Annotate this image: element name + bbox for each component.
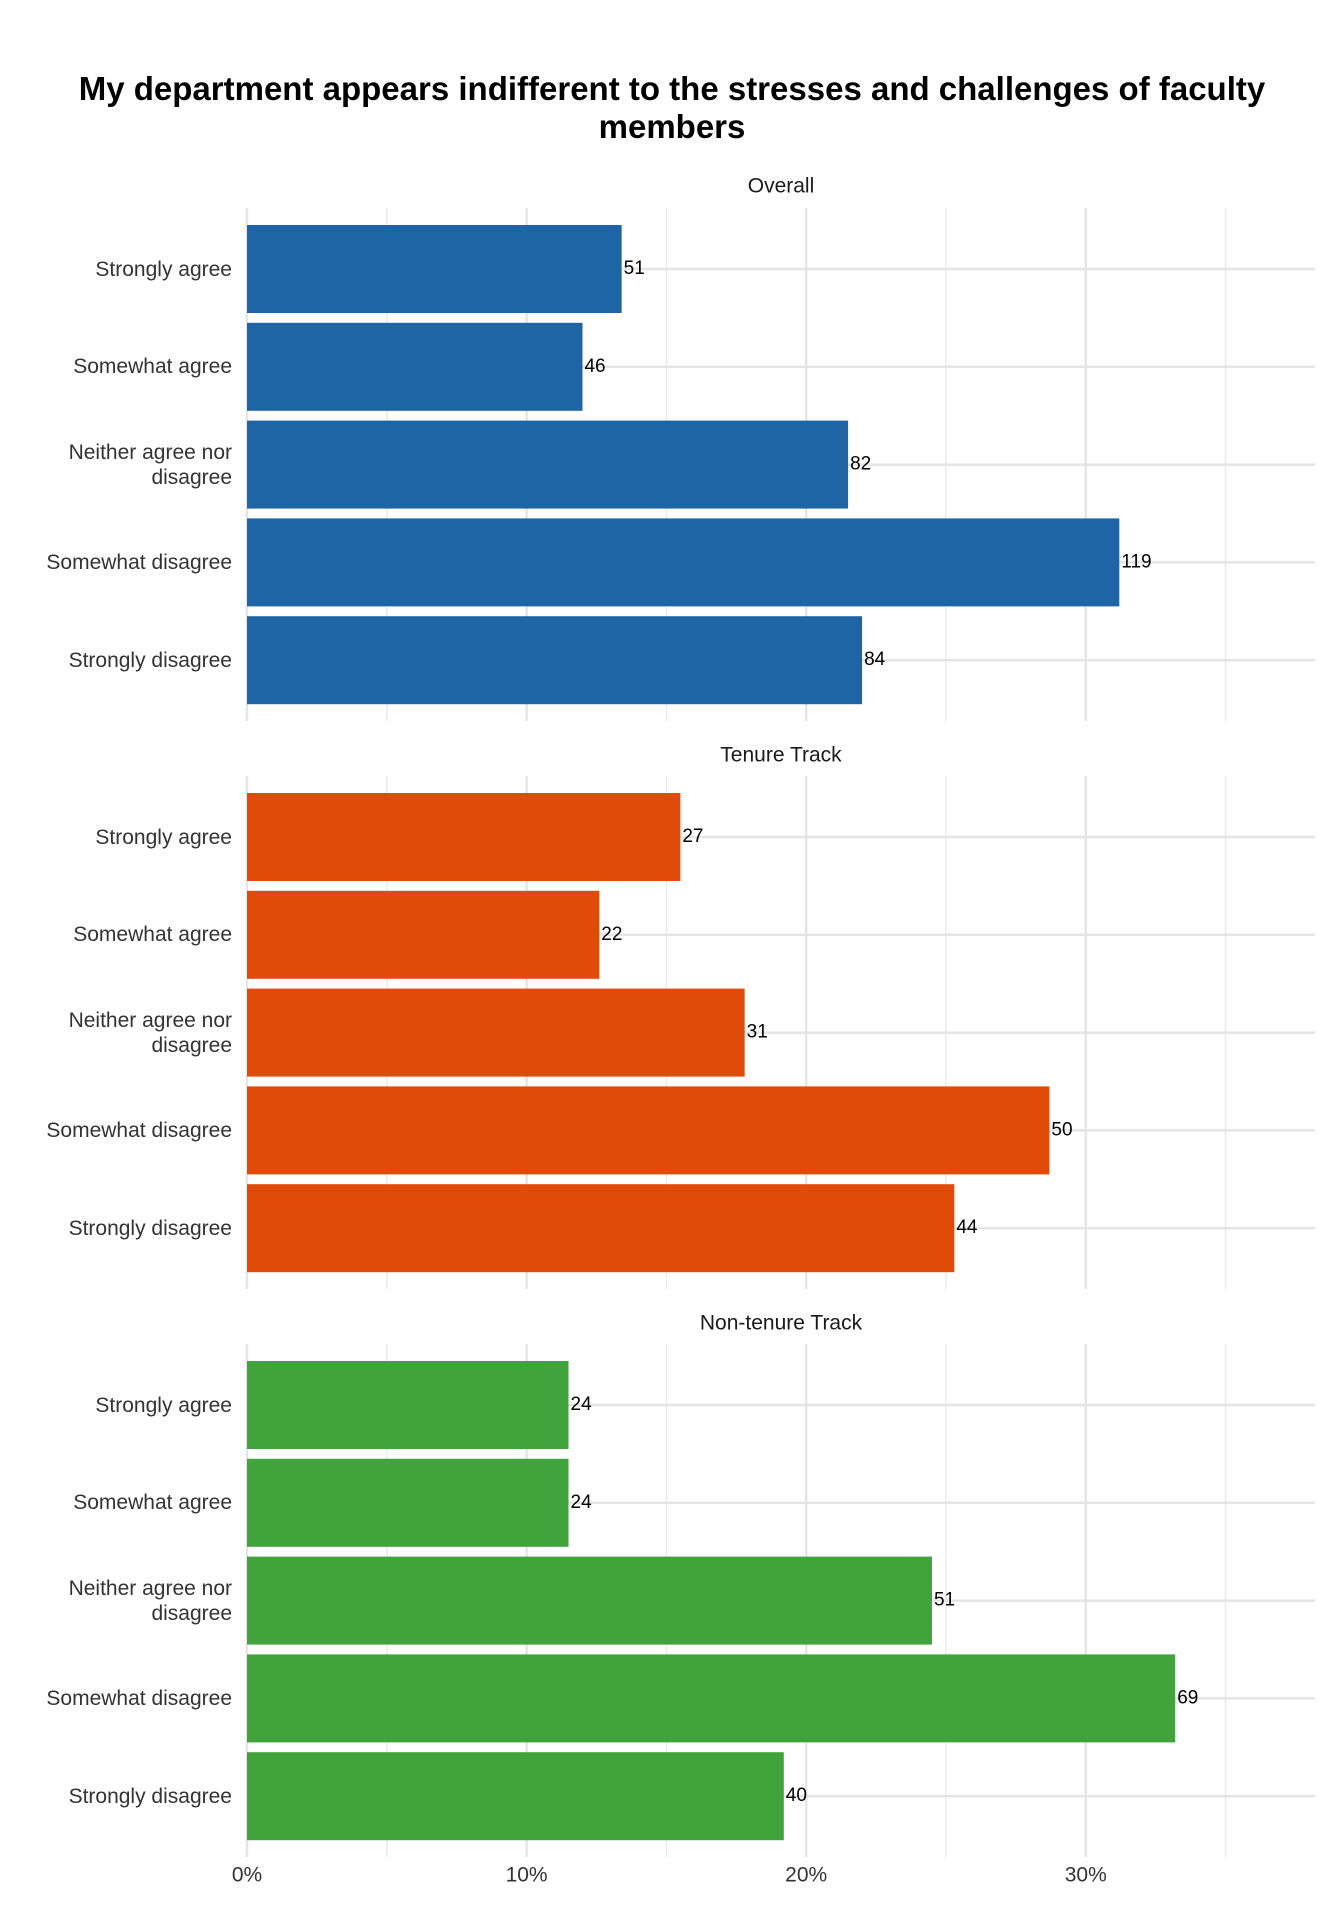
count-label: 31: [747, 1022, 768, 1043]
bar: [247, 518, 1120, 607]
x-tick-label: 10%: [506, 1864, 548, 1887]
count-label: 82: [850, 454, 871, 475]
category-label: Strongly disagree: [68, 1216, 232, 1240]
bar: [247, 420, 849, 509]
category-label: Strongly disagree: [68, 648, 232, 672]
category-label: Somewhat agree: [73, 923, 232, 947]
bar: [247, 1752, 784, 1841]
x-tick-label: 20%: [785, 1864, 827, 1887]
count-label: 27: [682, 826, 703, 847]
category-label: Neither agree nor disagree: [68, 1576, 232, 1625]
count-label: 84: [864, 649, 886, 670]
bar: [247, 1086, 1050, 1175]
bar: [247, 890, 600, 979]
bar: [247, 322, 583, 411]
bar: [247, 1184, 955, 1273]
bar: [247, 1556, 932, 1645]
bar: [247, 793, 681, 881]
count-label: 24: [571, 1492, 593, 1513]
bar: [247, 1458, 569, 1547]
category-label: Somewhat agree: [73, 1491, 232, 1515]
count-label: 51: [934, 1590, 955, 1611]
category-label: Strongly agree: [95, 257, 232, 281]
x-tick-label: 30%: [1065, 1864, 1107, 1887]
category-label: Somewhat disagree: [46, 1686, 232, 1710]
count-label: 51: [624, 258, 645, 279]
count-label: 22: [601, 924, 622, 945]
panel-title: Overall: [748, 175, 815, 198]
category-label: Strongly agree: [95, 1393, 232, 1417]
count-label: 69: [1177, 1687, 1198, 1708]
category-label: Strongly agree: [95, 825, 232, 849]
bar: [247, 988, 745, 1077]
count-label: 40: [786, 1785, 807, 1806]
category-label: Neither agree nor disagree: [68, 1008, 232, 1057]
count-label: 46: [584, 356, 605, 377]
bar: [247, 225, 622, 313]
count-label: 24: [571, 1394, 593, 1415]
chart-title: My department appears indifferent to the…: [78, 70, 1266, 145]
category-label: Strongly disagree: [68, 1784, 232, 1808]
count-label: 50: [1051, 1119, 1072, 1140]
category-label: Somewhat disagree: [46, 550, 232, 574]
panel-title: Non-tenure Track: [700, 1312, 863, 1335]
panel-title: Tenure Track: [720, 744, 842, 767]
count-label: 119: [1121, 551, 1151, 572]
x-tick-label: 0%: [232, 1864, 262, 1887]
bar: [247, 1654, 1176, 1743]
category-label: Somewhat disagree: [46, 1118, 232, 1142]
count-label: 44: [956, 1217, 978, 1238]
bar: [247, 616, 863, 705]
category-label: Somewhat agree: [73, 355, 232, 379]
bar: [247, 1361, 569, 1449]
category-label: Neither agree nor disagree: [68, 440, 232, 489]
